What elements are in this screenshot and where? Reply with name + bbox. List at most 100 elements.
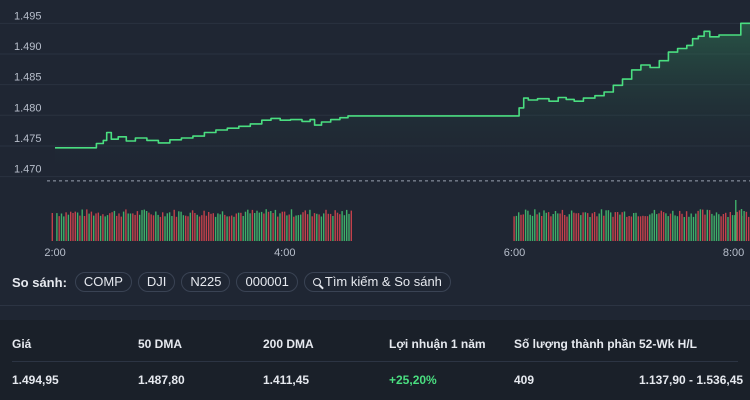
volume-bar <box>171 216 173 241</box>
volume-bar <box>736 211 738 241</box>
volume-bar <box>520 214 522 241</box>
price-area-fill <box>55 23 750 181</box>
search-compare-label: Tìm kiếm & So sánh <box>324 274 442 289</box>
volume-bar <box>612 216 614 241</box>
stats-header-52wk: 52-Wk H/L <box>639 337 698 351</box>
volume-bar <box>76 212 79 241</box>
volume-bar <box>120 216 122 241</box>
volume-bar <box>129 213 132 241</box>
volume-bar <box>681 213 683 241</box>
volume-bar <box>318 214 320 241</box>
search-compare-button[interactable]: Tìm kiếm & So sánh <box>303 272 451 292</box>
volume-bar <box>247 209 249 241</box>
volume-bar <box>350 210 352 241</box>
volume-bar <box>674 215 676 241</box>
volume-bar <box>104 216 106 241</box>
volume-bar <box>639 216 642 241</box>
volume-bar <box>658 213 660 241</box>
volume-bar <box>339 214 341 241</box>
stats-header-price: Giá <box>12 337 32 351</box>
volume-bar <box>323 213 325 241</box>
volume-bars <box>51 200 750 241</box>
volume-bar <box>735 200 737 241</box>
volume-bar <box>175 216 178 241</box>
volume-bar <box>185 215 187 241</box>
volume-bar <box>164 216 166 241</box>
compare-chip-000001[interactable]: 000001 <box>236 272 298 292</box>
volume-bar <box>515 215 518 241</box>
volume-bar <box>559 213 561 241</box>
volume-bar <box>649 214 651 241</box>
stats-header-row: Giá 50 DMA 200 DMA Lợi nhuận 1 năm Số lư… <box>0 337 750 357</box>
volume-bar <box>244 211 247 241</box>
volume-bar <box>699 209 702 241</box>
volume-bar <box>524 209 527 241</box>
volume-bar <box>623 211 626 241</box>
volume-bar <box>235 213 237 241</box>
volume-bar <box>729 212 731 241</box>
volume-bar <box>203 210 205 241</box>
volume-bar <box>745 211 748 241</box>
volume-bar <box>329 213 332 241</box>
compare-chip-dji[interactable]: DJI <box>137 272 176 292</box>
stats-row-separator <box>12 361 738 362</box>
y-tick-label: 1.485 <box>14 72 42 84</box>
volume-bar <box>628 216 630 241</box>
volume-bar <box>348 213 350 241</box>
volume-bar <box>182 215 185 241</box>
volume-bar <box>297 215 300 241</box>
compare-chip-n225[interactable]: N225 <box>181 272 231 292</box>
volume-bar <box>582 212 584 241</box>
volume-bar <box>217 213 219 241</box>
volume-bar <box>580 215 582 241</box>
volume-bar <box>593 212 596 241</box>
stats-header-1y-return: Lợi nhuận 1 năm <box>389 337 486 351</box>
y-tick-label: 1.480 <box>14 102 42 114</box>
volume-bar <box>708 210 711 241</box>
volume-bar <box>570 210 573 241</box>
volume-bar <box>157 214 159 241</box>
volume-bar <box>316 213 318 241</box>
volume-bar <box>722 214 725 241</box>
volume-bar <box>99 215 102 241</box>
volume-bar <box>263 213 265 241</box>
volume-bar <box>341 211 343 241</box>
volume-bar <box>538 212 541 241</box>
volume-bar <box>272 213 274 241</box>
volume-bar <box>290 209 293 241</box>
volume-bar <box>607 210 610 241</box>
volume-bar <box>132 213 134 241</box>
volume-bar <box>256 210 258 241</box>
volume-bar <box>300 214 302 241</box>
volume-bar <box>346 209 348 241</box>
volume-bar <box>201 215 203 241</box>
volume-bar <box>704 214 706 241</box>
volume-bar <box>277 216 279 241</box>
volume-bar <box>83 216 86 241</box>
volume-bar <box>228 216 231 241</box>
volume-bar <box>518 212 520 241</box>
volume-bar <box>621 212 623 241</box>
volume-bar <box>267 211 270 241</box>
volume-bar <box>332 216 334 241</box>
compare-chip-comp[interactable]: COMP <box>74 272 132 292</box>
volume-bar <box>143 209 145 241</box>
volume-bar <box>148 212 150 241</box>
volume-bar <box>122 211 125 241</box>
volume-bar <box>690 213 692 241</box>
volume-bar <box>616 212 619 241</box>
volume-bar <box>725 212 727 241</box>
volume-bar <box>93 215 95 241</box>
volume-bar <box>196 214 198 241</box>
volume-bar <box>242 216 244 241</box>
volume-bar <box>527 210 529 241</box>
stats-value-components: 409 <box>514 373 535 387</box>
volume-bar <box>633 213 635 241</box>
x-tick-label: 2:00 <box>44 247 65 259</box>
volume-bar <box>637 216 639 241</box>
volume-bar <box>545 212 547 241</box>
volume-bar <box>150 214 152 241</box>
volume-bar <box>720 216 722 241</box>
volume-bar <box>295 215 297 241</box>
price-line <box>55 22 750 149</box>
